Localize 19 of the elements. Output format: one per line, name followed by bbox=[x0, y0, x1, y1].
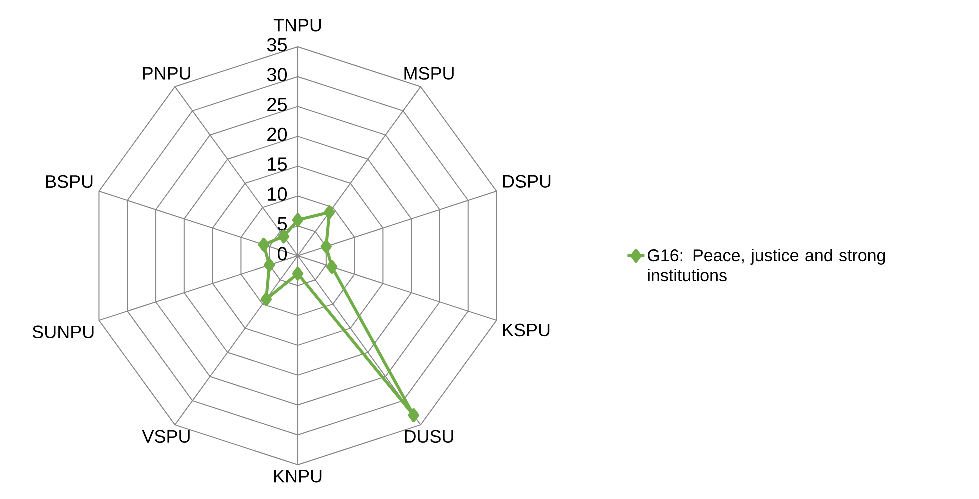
spoke-label: TNPU bbox=[274, 19, 322, 32]
spoke-label: VSPU bbox=[142, 430, 190, 444]
y-tick-label: 35 bbox=[267, 38, 287, 52]
spoke-label: PNPU bbox=[143, 67, 190, 80]
legend-label: G16: Peace, justice and strong institutions bbox=[648, 249, 886, 282]
spoke-label: KNPU bbox=[274, 470, 322, 483]
y-tick-label: 25 bbox=[268, 98, 287, 112]
y-tick-label: 20 bbox=[268, 128, 288, 142]
y-tick-label: 15 bbox=[268, 158, 287, 172]
spoke-label: MSPU bbox=[404, 67, 454, 80]
spoke-label: BSPU bbox=[46, 175, 93, 188]
spoke-label: DUSU bbox=[405, 430, 454, 444]
spoke-label: DSPU bbox=[503, 175, 551, 188]
y-tick-label: 30 bbox=[267, 68, 288, 82]
y-tick-label: 10 bbox=[268, 188, 288, 202]
spoke-label: SUNPU bbox=[32, 326, 94, 339]
y-tick-label: 5 bbox=[278, 218, 288, 231]
y-tick-label: 0 bbox=[278, 247, 288, 261]
spoke-label: KSPU bbox=[503, 324, 550, 337]
